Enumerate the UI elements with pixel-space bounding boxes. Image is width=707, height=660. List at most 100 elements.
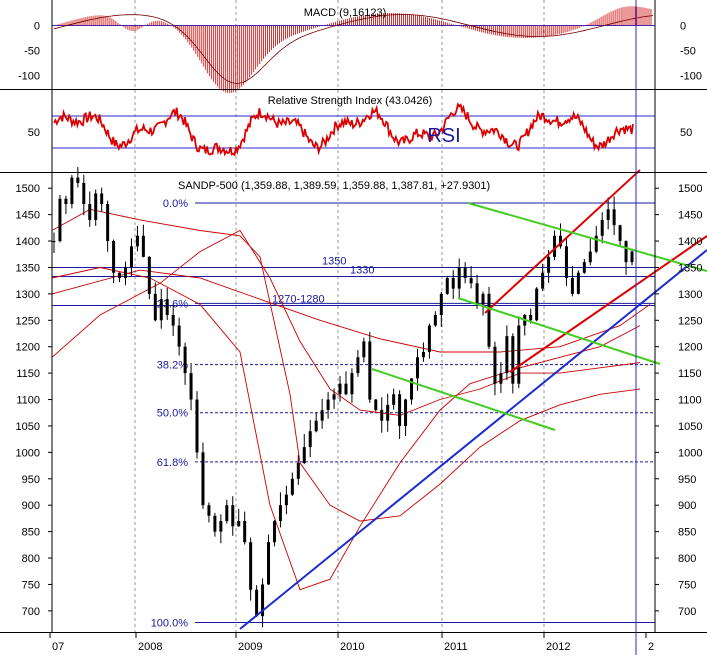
price-panel: 0.0% 23.6% 38.2% 50.0% 61.8% 100.0% 1350 1330 12… <box>51 167 707 630</box>
candle-body <box>76 177 80 183</box>
candle-body <box>630 251 634 263</box>
x-tick-label: 2011 <box>444 641 468 653</box>
y-tick-label-right: 1150 <box>678 368 702 380</box>
candle-body <box>558 235 562 247</box>
y-tick-label-right: 1200 <box>678 342 702 354</box>
candle-body <box>481 293 485 305</box>
y-tick-label-right: 1000 <box>678 447 702 459</box>
candle-body <box>314 420 318 432</box>
candle-body <box>529 315 533 321</box>
rsi-title: Relative Strength Index (43.0426) <box>268 95 433 107</box>
fibonacci-label: 0.0% <box>163 198 188 210</box>
candle-body <box>207 505 211 516</box>
candle-body <box>547 256 551 273</box>
candle-body <box>88 204 92 220</box>
candle-body <box>201 452 205 506</box>
y-tick-label-right: 950 <box>678 474 696 486</box>
rsi-panel <box>52 102 655 157</box>
candle-body <box>344 383 348 395</box>
candle-body <box>487 293 491 347</box>
candle-body <box>362 341 366 358</box>
candle-body <box>338 383 342 395</box>
candle-body <box>231 505 235 527</box>
x-tick-label: 2008 <box>138 641 162 653</box>
y-tick-label-left: 750 <box>22 579 40 591</box>
level-label: 1350 <box>322 255 346 267</box>
y-tick-label-left: 1450 <box>16 210 40 222</box>
candle-body <box>261 584 265 617</box>
fibonacci-label: 23.6% <box>157 298 188 310</box>
candle-body <box>213 515 217 532</box>
candle-body <box>564 246 568 279</box>
candle-body <box>445 278 449 294</box>
candle-body <box>493 346 497 384</box>
candle-body <box>398 394 402 426</box>
macd-y-tick-right: -50 <box>680 46 696 58</box>
candle-body <box>219 521 223 532</box>
y-tick-label-right: 900 <box>678 500 696 512</box>
red-channel-lower <box>509 235 707 373</box>
candle-body <box>82 182 86 205</box>
y-tick-label-right: 1450 <box>678 210 702 222</box>
envelope-curve <box>51 267 641 591</box>
candle-body <box>129 246 133 268</box>
candle-body <box>302 447 306 463</box>
y-tick-label-right: 800 <box>678 553 696 565</box>
y-tick-label-right: 750 <box>678 579 696 591</box>
y-tick-label-right: 700 <box>678 606 696 618</box>
candle-body <box>618 225 622 242</box>
candle-body <box>290 478 294 495</box>
candle-body <box>433 315 437 326</box>
fibonacci-label: 100.0% <box>151 617 189 629</box>
candle-body <box>237 521 241 527</box>
fibonacci-label: 50.0% <box>157 408 188 420</box>
x-tick-label: 07 <box>52 641 64 653</box>
candle-body <box>183 346 187 374</box>
candle-body <box>106 204 110 242</box>
candle-body <box>582 262 586 273</box>
candle-body <box>332 394 336 400</box>
macd-signal-line <box>53 14 654 84</box>
x-tick-label: 2009 <box>238 641 262 653</box>
y-tick-label-left: 900 <box>22 500 40 512</box>
x-tick-label: 2012 <box>546 641 570 653</box>
macd-y-tick-left: -50 <box>24 46 40 58</box>
macd-y-tick-right: -100 <box>680 71 702 83</box>
candle-body <box>100 193 104 205</box>
y-tick-label-left: 1250 <box>16 315 40 327</box>
y-tick-label-right: 1500 <box>678 183 702 195</box>
macd-title: MACD (9,16123) <box>304 7 387 19</box>
candle-body <box>356 357 360 374</box>
fibonacci-label: 61.8% <box>157 457 188 469</box>
macd-y-tick-right: 0 <box>680 21 686 33</box>
candle-body <box>52 241 56 243</box>
y-tick-label-left: 1200 <box>16 342 40 354</box>
candle-body <box>278 505 282 522</box>
long-ma-curve <box>51 269 651 353</box>
candle-body <box>553 235 557 257</box>
y-tick-label-left: 700 <box>22 606 40 618</box>
candle-body <box>267 542 271 585</box>
candle-body <box>588 251 592 263</box>
candle-body <box>368 341 372 400</box>
candle-body <box>58 198 62 242</box>
y-tick-label-right: 1100 <box>678 395 702 407</box>
y-tick-label-left: 1050 <box>16 421 40 433</box>
candle-body <box>404 399 408 426</box>
fibonacci-label: 38.2% <box>157 360 188 372</box>
candle-body <box>225 505 229 522</box>
y-tick-label-left: 1500 <box>16 183 40 195</box>
candle-body <box>594 235 598 252</box>
uptrend-line-blue <box>239 249 707 630</box>
candle-body <box>296 462 300 479</box>
candle-body <box>380 410 384 421</box>
candle-body <box>272 521 276 543</box>
green-channel-bottom <box>371 368 556 431</box>
candle-body <box>195 399 199 453</box>
candle-body <box>171 315 175 326</box>
rsi-line <box>53 102 634 157</box>
y-tick-label-right: 1050 <box>678 421 702 433</box>
candle-body <box>469 278 473 284</box>
